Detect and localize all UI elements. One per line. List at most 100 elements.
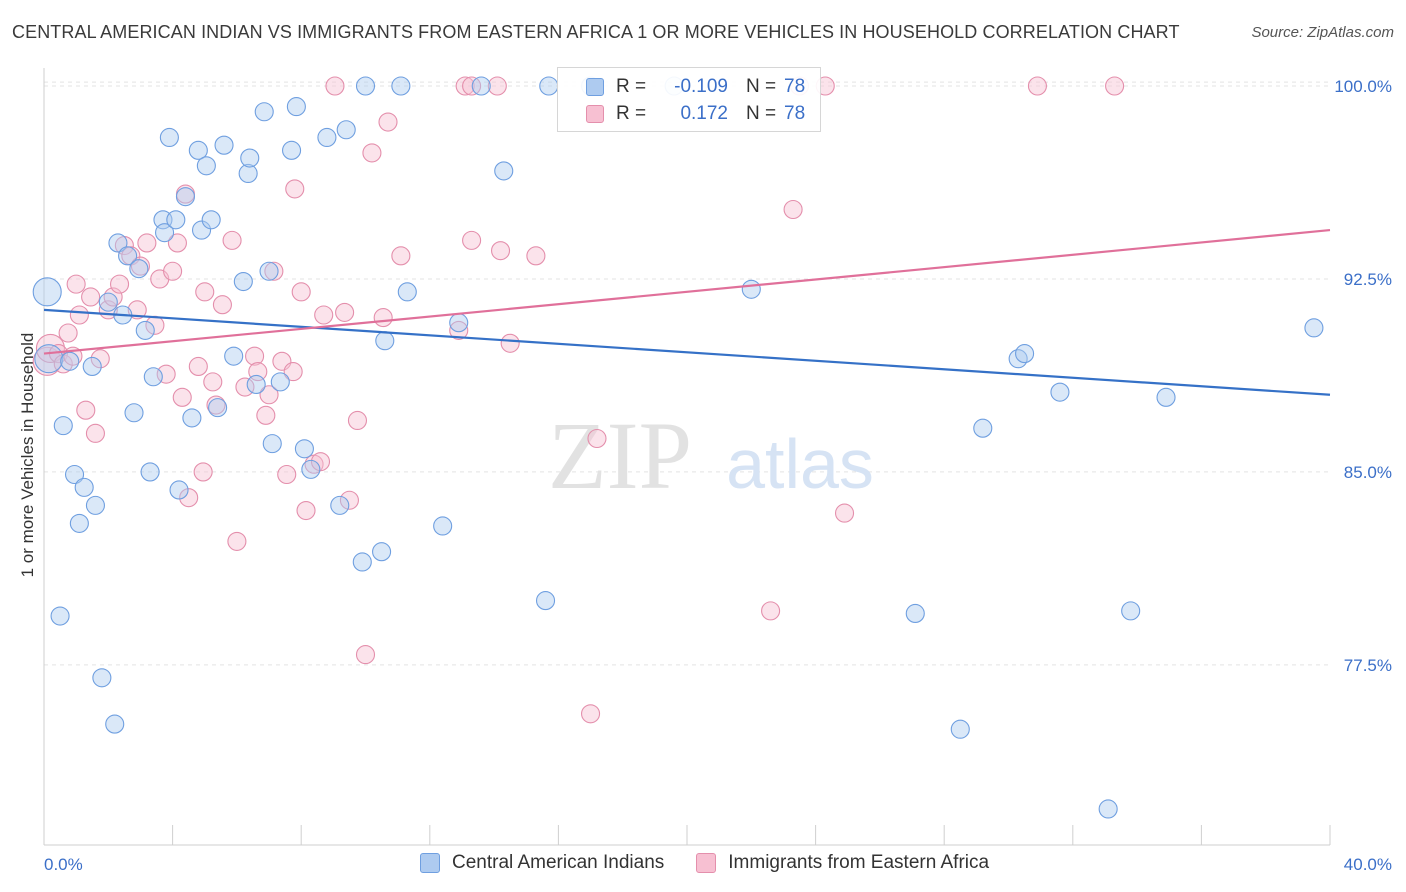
pink-point (761, 601, 781, 621)
pink-point (85, 423, 105, 443)
blue-point (64, 464, 85, 485)
blue-point (1008, 349, 1028, 369)
blue-point (1050, 382, 1070, 402)
pink-point (500, 333, 520, 353)
source-label: Source: ZipAtlas.com (1251, 24, 1394, 41)
pink-point (81, 287, 101, 307)
blue-point (60, 351, 80, 371)
y-tick-label: 92.5% (1344, 270, 1392, 289)
blue-point (201, 210, 221, 230)
correlation-legend: R = -0.109 N = 78 R = 0.172 N = 78 (557, 67, 821, 132)
blue-point (905, 603, 925, 623)
pink-point (167, 233, 187, 253)
blue-point (1015, 344, 1035, 364)
blue-point (108, 233, 128, 253)
blue-point (82, 356, 102, 377)
blue-point (196, 156, 216, 176)
pink-point (355, 645, 376, 665)
pink-point (245, 346, 265, 366)
blue-point (32, 277, 62, 307)
legend-n-value: 78 (784, 76, 806, 97)
pink-point (222, 230, 242, 250)
x-tick-labels: 0.0% 40.0% (44, 855, 1392, 874)
pink-point (325, 76, 345, 96)
pink-point (195, 282, 215, 302)
legend-label: Immigrants from Eastern Africa (728, 852, 990, 873)
blue-point (105, 714, 125, 734)
blue-point (973, 418, 993, 438)
pink-point (362, 143, 382, 163)
legend-swatch-blue (420, 853, 440, 873)
trend-line-central-american-indians (43, 308, 1331, 396)
pink-point (110, 274, 130, 294)
pink-point (391, 246, 411, 266)
blue-point (34, 344, 64, 374)
blue-point (159, 127, 179, 148)
blue-point (471, 76, 491, 96)
blue-point (494, 161, 514, 181)
pink-point (526, 246, 546, 266)
pink-point (203, 372, 223, 392)
pink-point (462, 230, 482, 250)
y-tick-label: 77.5% (1344, 656, 1392, 675)
pink-point (462, 76, 482, 96)
blue-point (539, 76, 559, 96)
pink-point (69, 305, 89, 325)
pink-point (283, 362, 303, 382)
gridlines (44, 81, 1330, 666)
pink-point (587, 428, 607, 449)
blue-point (336, 120, 356, 140)
legend-item-eastern-africa[interactable]: Immigrants from Eastern Africa (696, 852, 989, 874)
pink-point (235, 377, 255, 397)
legend-n-value: 78 (784, 103, 806, 124)
blue-point (397, 282, 417, 302)
blue-point (294, 439, 314, 459)
legend-row-pink: R = 0.172 N = 78 (558, 101, 805, 127)
pink-point (378, 112, 398, 132)
pink-point (296, 500, 316, 521)
trend-lines (43, 228, 1331, 396)
pink-point (179, 488, 199, 508)
blue-point (1098, 799, 1118, 819)
blue-point (191, 220, 212, 240)
blue-point (301, 459, 321, 479)
blue-point (246, 374, 266, 395)
axes (43, 68, 1331, 846)
blue-point (92, 668, 112, 688)
pink-point (188, 356, 208, 377)
trend-line-eastern-africa (43, 228, 1331, 355)
blue-point (317, 127, 337, 148)
pink-point (373, 308, 393, 328)
blue-point (214, 135, 234, 155)
pink-point (834, 503, 855, 523)
blue-point (259, 261, 279, 281)
legend-swatch-pink (586, 105, 604, 123)
blue-point (188, 140, 208, 160)
legend-r-value: -0.109 (674, 76, 728, 97)
y-tick-label: 100.0% (1334, 77, 1392, 96)
blue-point (262, 434, 282, 454)
blue-point (372, 542, 392, 562)
pink-point (1105, 76, 1125, 96)
watermark: ZIP atlas (548, 402, 874, 509)
pink-point (256, 405, 276, 425)
blue-point (286, 97, 306, 117)
blue-point (1121, 601, 1141, 621)
pink-point (259, 385, 279, 405)
pink-point (291, 282, 311, 302)
legend-r-value: 0.172 (680, 103, 728, 124)
legend-r-label: R = (616, 76, 647, 97)
pink-point (783, 199, 803, 220)
pink-point (347, 410, 368, 431)
blue-point (155, 223, 175, 243)
legend-item-central-american-indians[interactable]: Central American Indians (420, 852, 664, 874)
series-legend: Central American Indians Immigrants from… (420, 852, 1021, 874)
pink-point (580, 704, 601, 724)
y-tick-label: 85.0% (1344, 463, 1392, 482)
blue-point (355, 76, 376, 96)
blue-point (1304, 318, 1324, 338)
blue-point (375, 331, 395, 351)
blue-point (166, 210, 186, 230)
pink-point (76, 400, 96, 420)
